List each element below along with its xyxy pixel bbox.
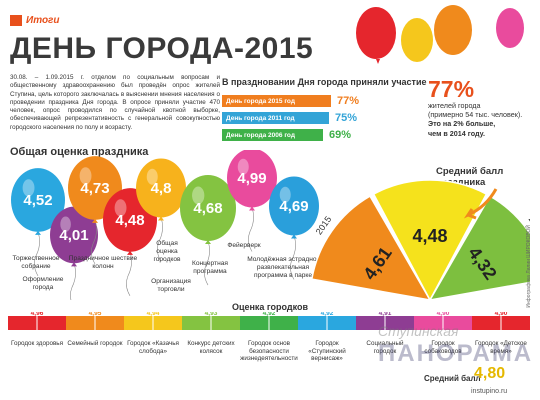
balloon-decor-yellow <box>401 18 433 62</box>
overall-heading: Общая оценка праздника <box>10 146 149 158</box>
city-score: 4,92 <box>321 312 334 317</box>
balloon-label: Концертная программа <box>192 260 228 275</box>
overall-balloon: 4,99 <box>227 150 277 252</box>
fan-score: 4,48 <box>412 226 447 246</box>
participation-bar: День города 2006 год <box>222 129 323 141</box>
cities-strip: 4,96 4,95 4,94 4,93 4,92 4,92 4,91 4,90 4,90 <box>8 312 530 330</box>
balloon-shape <box>136 158 186 218</box>
city-score: 4,96 <box>31 312 44 317</box>
city-label: Городок здоровья <box>10 340 63 347</box>
highlight-note: жителей города (примерно 54 тыс. человек… <box>428 101 538 138</box>
participation-row: День города 2006 год 69% <box>222 129 351 141</box>
balloon-score: 4,48 <box>115 212 144 229</box>
balloon-label: Торжественное собрание <box>12 255 60 270</box>
city-label: Городок «Казачья слобода» <box>127 340 179 355</box>
participation-label: День города 2006 год <box>226 131 295 139</box>
city-label: Социальный городок <box>366 340 404 355</box>
highlight-line4: чем в 2014 году. <box>428 128 485 138</box>
decor-balloons <box>356 5 524 64</box>
watermark-line2: ПАНОРАМА <box>378 340 534 367</box>
balloon-score: 4,68 <box>193 200 222 217</box>
balloon-label: Молодёжная эстрадно-развлекательная прог… <box>247 256 319 279</box>
fan-segment <box>372 179 488 300</box>
section-tag-marker <box>10 14 22 26</box>
city-score: 4,90 <box>437 312 450 317</box>
balloon-decor-red <box>356 7 396 64</box>
section-tag-label: Итоги <box>26 14 60 26</box>
balloon-label: Праздничное шествие колонн <box>68 255 138 270</box>
participation-bar: День города 2015 год <box>222 95 331 107</box>
participation-bar: День города 2011 год <box>222 112 329 124</box>
average-heading: Средний балл праздника <box>436 166 504 188</box>
highlight-percent: 77% <box>428 76 475 102</box>
overall-balloon: 4,68 <box>180 174 236 286</box>
city-label: Конкурс детских колясок <box>187 340 235 355</box>
city-label: Городок «Ступинский вернисаж» <box>308 340 346 363</box>
balloon-decor-pink <box>496 8 524 48</box>
overall-balloons: 4,52 4,01 4,73 4,48 4,8 4,68 4,99 4,69 <box>11 150 319 300</box>
city-score: 4,95 <box>89 312 102 317</box>
city-score: 4,94 <box>147 312 160 317</box>
balloon-shape <box>11 168 65 232</box>
site-url: instupino.ru <box>471 388 508 395</box>
final-average-value: 4,80 <box>474 365 506 382</box>
final-average-label: Средний балл <box>424 374 481 383</box>
balloon-score: 4,99 <box>237 170 266 187</box>
participation-label: День города 2011 год <box>226 114 295 122</box>
credit: Инфографика Лилии ШИРОКОВОЙ <box>526 225 532 308</box>
balloon-shape <box>50 206 98 264</box>
cities-heading: Оценка городков <box>231 302 309 312</box>
participation-label: День города 2015 год <box>226 97 295 105</box>
participation-percent: 69% <box>329 129 352 141</box>
overall-balloon: 4,01 <box>50 206 98 300</box>
watermark-line1: Ступинская <box>378 323 459 339</box>
participation-percent: 75% <box>335 112 358 124</box>
balloon-score: 4,01 <box>59 227 88 244</box>
balloon-shape <box>180 174 236 242</box>
balloon-label: Оформление города <box>22 276 64 291</box>
city-label: Городок собаководов <box>424 340 462 355</box>
participation-row: День города 2015 год 77% <box>222 95 359 107</box>
participation-percent: 77% <box>337 95 360 107</box>
page-title: ДЕНЬ ГОРОДА-2015 <box>10 32 314 65</box>
participation-row: День города 2011 год 75% <box>222 112 357 124</box>
arrow-icon <box>463 188 498 220</box>
balloon-score: 4,52 <box>23 192 52 209</box>
city-label: Семейный городок <box>67 340 123 347</box>
balloon-shape <box>269 176 319 236</box>
balloon-score: 4,8 <box>151 180 172 197</box>
highlight-line2: (примерно 54 тыс. человек). <box>428 110 523 120</box>
balloon-label: Фейерверк <box>227 242 261 249</box>
balloon-decor-orange <box>434 5 472 55</box>
city-score: 4,92 <box>263 312 276 317</box>
overall-balloon: 4,52 <box>11 168 65 277</box>
section-tag: Итоги <box>10 14 60 26</box>
highlight-line1: жителей города <box>428 101 481 110</box>
balloon-label: Общая оценка городков <box>153 240 181 263</box>
city-label: Городок основ безопасности жизнедеятельн… <box>240 340 298 363</box>
overall-balloon: 4,69 <box>269 176 319 280</box>
city-label: Городок «Детское время» <box>475 340 527 355</box>
city-score: 4,90 <box>495 312 508 317</box>
balloon-score: 4,69 <box>279 198 308 215</box>
city-score: 4,91 <box>379 312 392 317</box>
balloon-label: Организация торговли <box>151 278 191 293</box>
highlight-line3: Это на 2% больше, <box>428 119 496 129</box>
fan-segment <box>310 195 431 300</box>
city-score: 4,93 <box>205 312 218 317</box>
overall-balloon: 4,8 <box>136 158 186 262</box>
fan-segment <box>429 195 530 300</box>
participation-heading: В праздновании Дня города приняли участи… <box>222 77 427 87</box>
balloon-shape <box>227 150 277 208</box>
balloon-score: 4,73 <box>80 180 109 197</box>
intro-text: 30.08. – 1.09.2015 г. отделом по социаль… <box>10 74 220 131</box>
